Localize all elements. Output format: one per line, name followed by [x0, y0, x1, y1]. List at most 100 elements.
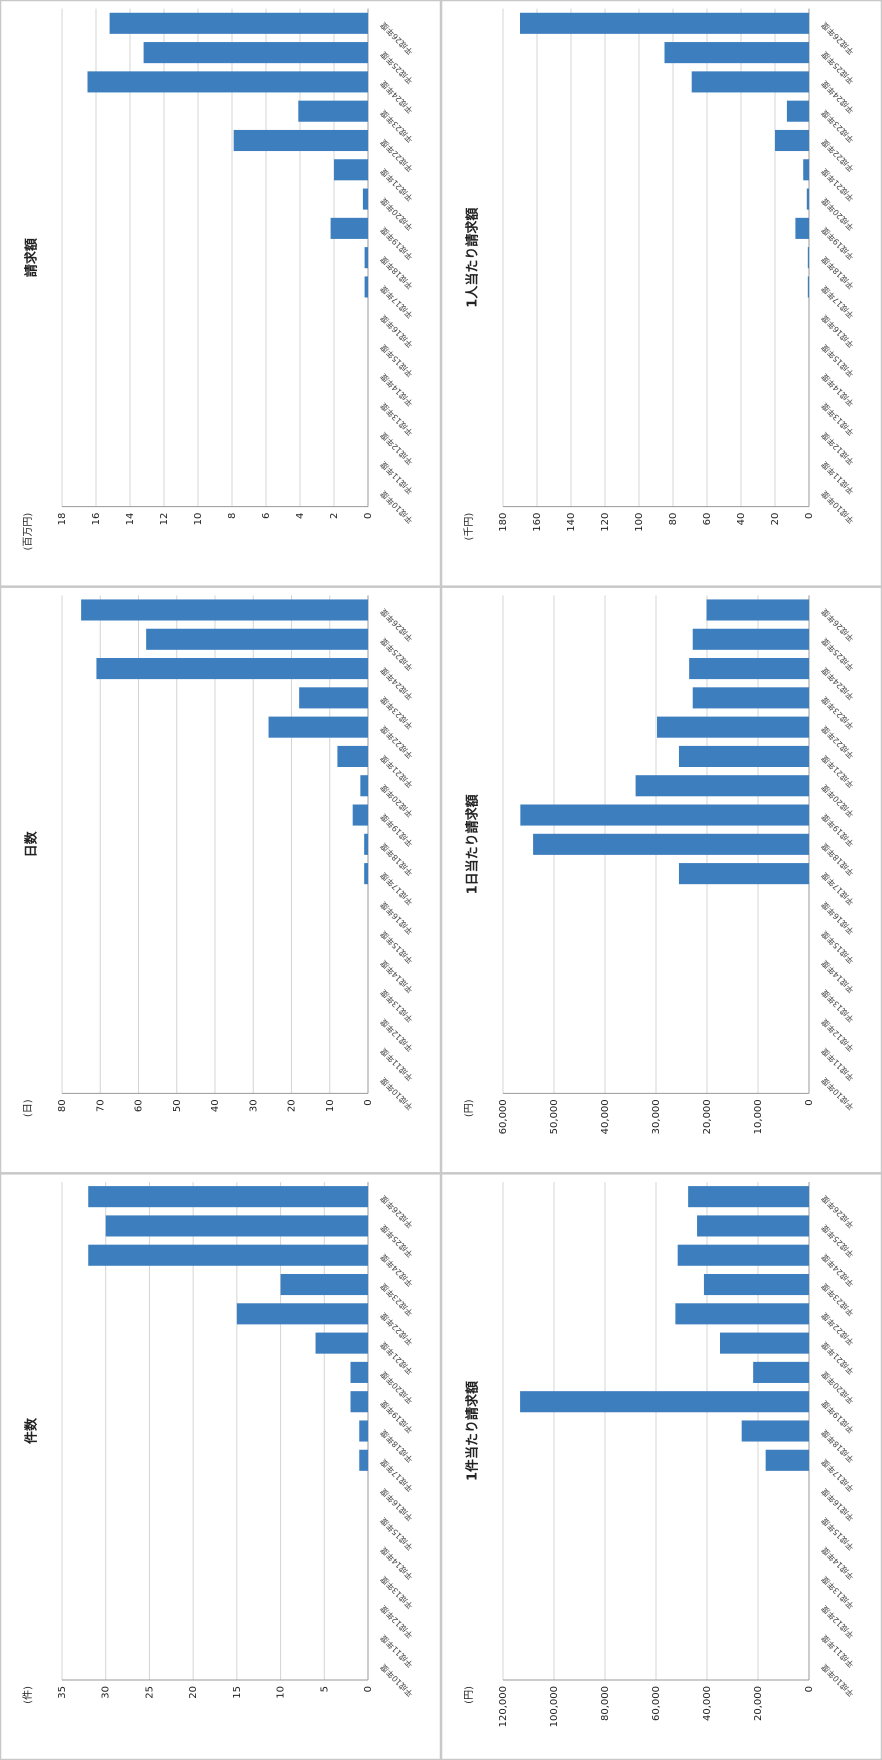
bar	[706, 599, 809, 621]
bar	[362, 188, 368, 210]
y-tick-label: 8	[227, 513, 238, 519]
y-tick-label: 10	[325, 1099, 336, 1112]
bar	[350, 1361, 368, 1383]
y-tick-label: 0	[804, 513, 815, 519]
bar	[236, 1303, 368, 1325]
panel-border	[440, 1173, 882, 1760]
chart-panel: 1日当たり請求額 (円) 0 10,000 20,000 30,000 40,000 50,0…	[464, 595, 856, 1134]
y-tick-label: 0	[804, 1686, 815, 1692]
y-tick-label: 40	[736, 513, 747, 526]
y-tick-label: 20,000	[702, 1099, 713, 1134]
chart-panel: 1件当たり請求額 (円) 0 20,000 40,000 60,000 80,000 100,…	[464, 1182, 856, 1727]
y-tick-label: 6	[261, 513, 272, 519]
bar	[359, 1420, 368, 1442]
bar	[364, 276, 369, 298]
y-tick-label: 50,000	[549, 1099, 560, 1134]
y-tick-label: 40,000	[702, 1686, 713, 1721]
bar	[87, 71, 368, 93]
y-tick-label: 14	[125, 513, 136, 526]
y-tick-label: 40,000	[600, 1099, 611, 1134]
bar	[691, 71, 809, 93]
y-tick-label: 0	[363, 1686, 374, 1692]
bar	[334, 159, 368, 181]
y-tick-label: 30	[248, 1099, 259, 1112]
bar	[88, 1244, 368, 1266]
chart-title: 日数	[24, 830, 40, 857]
bar	[364, 247, 369, 269]
bar	[350, 1391, 368, 1413]
bar	[795, 217, 809, 239]
bar	[703, 1273, 809, 1296]
bar	[280, 1273, 369, 1296]
y-tick-label: 80,000	[600, 1686, 611, 1721]
bar	[786, 100, 809, 122]
axis-unit: (千円)	[463, 513, 475, 541]
bar	[678, 863, 809, 885]
y-tick-label: 40	[210, 1099, 221, 1112]
bar	[697, 1215, 809, 1237]
axis-unit: (円)	[464, 1099, 475, 1117]
bar	[520, 1391, 810, 1413]
y-tick-label: 80	[668, 513, 679, 526]
bar	[803, 159, 810, 181]
axis-unit: (円)	[464, 1686, 475, 1704]
y-tick-label: 20	[287, 1099, 298, 1112]
bar	[352, 804, 369, 826]
bar	[765, 1449, 809, 1471]
y-tick-label: 20	[188, 1686, 199, 1699]
bar	[635, 775, 809, 797]
y-tick-label: 35	[57, 1686, 68, 1699]
y-tick-label: 70	[95, 1099, 106, 1112]
bar	[337, 745, 368, 767]
bar	[81, 599, 368, 621]
y-tick-label: 180	[498, 513, 509, 532]
axis-unit: (日)	[23, 1099, 34, 1117]
axis-unit: (百万円)	[22, 513, 34, 551]
y-tick-label: 160	[532, 513, 543, 532]
y-tick-label: 20,000	[753, 1686, 764, 1721]
y-tick-label: 10	[276, 1686, 287, 1699]
bar	[520, 12, 809, 34]
bar	[233, 129, 368, 152]
bar	[720, 1332, 810, 1354]
bar	[315, 1332, 368, 1354]
y-tick-label: 50	[172, 1099, 183, 1112]
y-tick-label: 30,000	[651, 1099, 662, 1134]
chart-title: 請求額	[24, 238, 40, 277]
bar	[109, 12, 368, 34]
bar	[364, 833, 368, 855]
bar	[96, 658, 369, 680]
chart-title: 1日当たり請求額	[465, 794, 481, 894]
y-tick-label: 10	[193, 513, 204, 526]
y-tick-label: 0	[363, 1099, 374, 1105]
chart-title: 件数	[24, 1417, 40, 1444]
axis-unit: (件)	[22, 1686, 34, 1704]
y-tick-label: 16	[91, 513, 102, 526]
bar	[105, 1215, 368, 1237]
y-tick-label: 140	[566, 513, 577, 532]
chart-title: 1人当たり請求額	[465, 208, 481, 308]
bar	[692, 628, 809, 650]
y-tick-label: 30	[101, 1686, 112, 1699]
y-tick-label: 60	[134, 1099, 145, 1112]
y-tick-label: 100,000	[549, 1686, 560, 1727]
y-tick-label: 25	[144, 1686, 155, 1699]
bar	[268, 716, 368, 738]
bar	[360, 775, 369, 797]
bar	[88, 1186, 368, 1208]
bar	[330, 217, 369, 239]
bar	[520, 804, 809, 826]
y-tick-label: 60,000	[498, 1099, 509, 1134]
panel-border	[0, 586, 442, 1174]
y-tick-label: 10,000	[753, 1099, 764, 1134]
bar	[688, 1186, 810, 1208]
bar	[753, 1361, 809, 1383]
y-tick-label: 60,000	[651, 1686, 662, 1721]
bar	[299, 687, 368, 709]
bar	[657, 716, 809, 738]
bar	[775, 129, 809, 152]
chart-title: 1件当たり請求額	[465, 1381, 481, 1481]
